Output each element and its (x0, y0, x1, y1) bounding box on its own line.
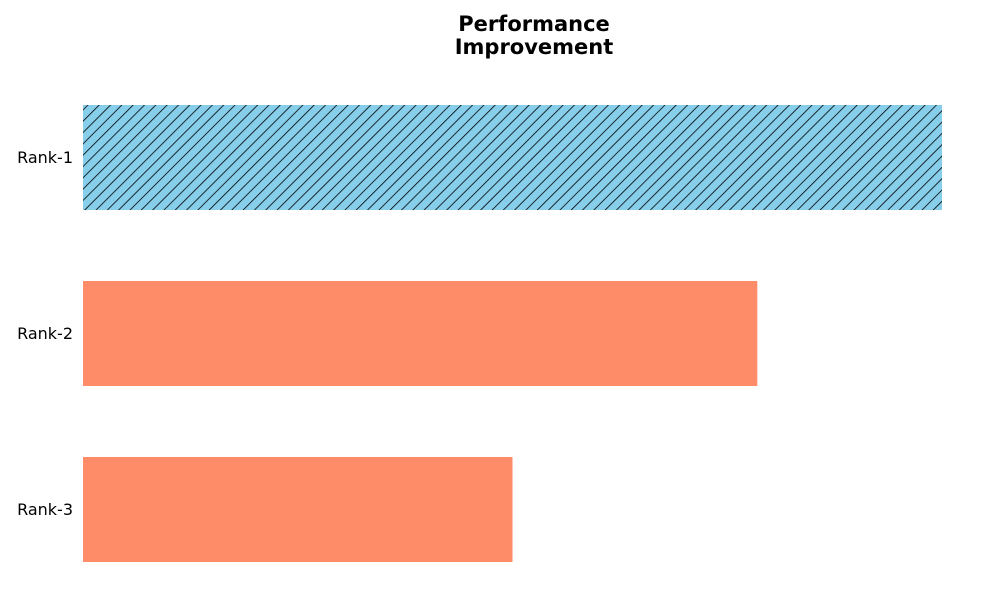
y-tick-labels: Rank-1 Rank-2 Rank-3 (17, 148, 73, 519)
chart-title-line: Improvement (455, 35, 614, 59)
y-tick-label: Rank-1 (17, 148, 73, 167)
bar-rank-2 (83, 281, 758, 386)
chart-title-line: Performance (458, 12, 610, 36)
bar-hatch-overlay (83, 105, 942, 210)
y-tick-label: Rank-3 (17, 500, 73, 519)
bar-rank-3 (83, 457, 513, 562)
bars-group (83, 105, 942, 562)
y-tick-label: Rank-2 (17, 324, 73, 343)
